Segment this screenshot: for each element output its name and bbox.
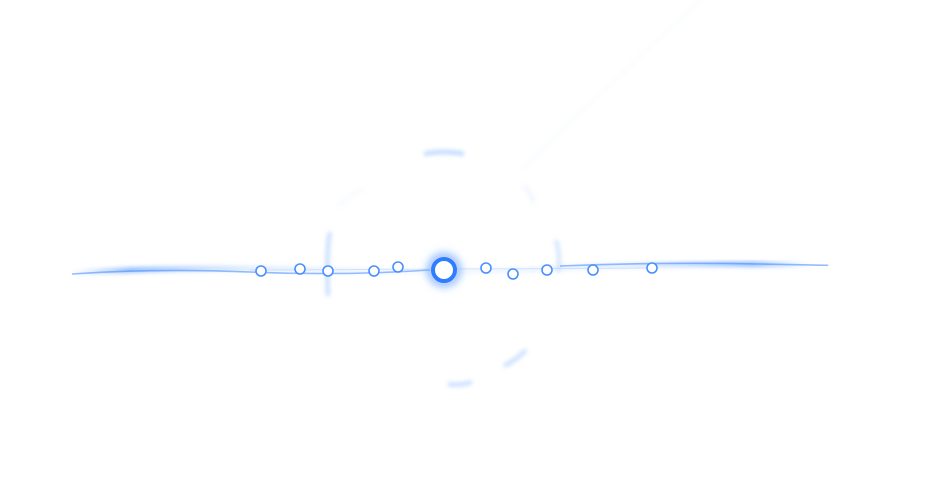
flare-core-icon <box>424 250 464 290</box>
flare-bead-icon <box>507 268 519 280</box>
flare-ring-icon <box>325 150 562 387</box>
flare-bead-icon <box>255 265 267 277</box>
flare-bead-icon <box>392 261 404 273</box>
diagonal-ray-icon <box>519 0 701 171</box>
flare-bead-icon <box>646 262 658 274</box>
flare-bead-icon <box>480 262 492 274</box>
flare-beads <box>255 261 658 280</box>
flare-bead-icon <box>587 264 599 276</box>
flare-bead-icon <box>541 264 553 276</box>
flare-bead-icon <box>368 265 380 277</box>
flare-bead-icon <box>322 265 334 277</box>
flare-bead-icon <box>294 263 306 275</box>
